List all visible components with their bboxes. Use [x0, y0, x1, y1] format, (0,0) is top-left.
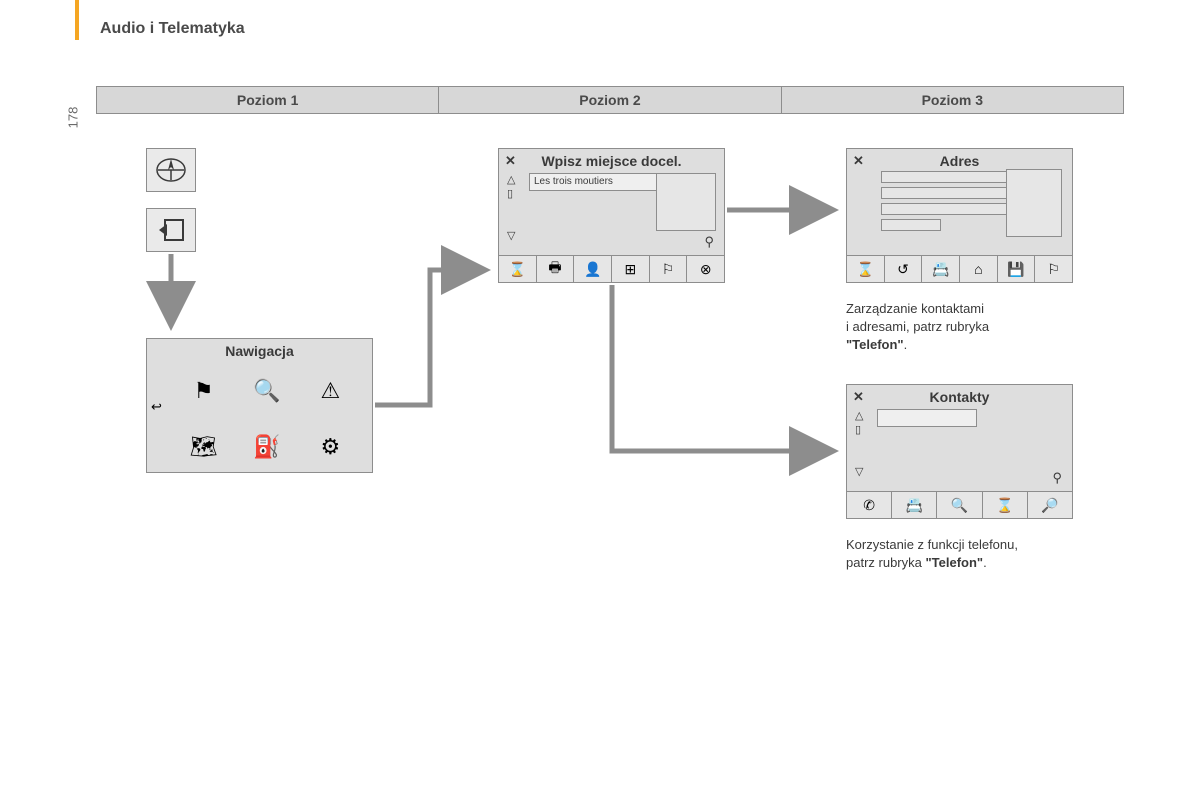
con-cap-l2a: patrz rubryka — [846, 555, 925, 570]
scroll-marks: △▯▽ — [855, 409, 863, 479]
close-icon[interactable]: ✕ — [505, 153, 516, 169]
addr-field-2[interactable] — [881, 187, 1011, 199]
ic-abc[interactable]: 🔎 — [1028, 491, 1073, 519]
addr-field-3[interactable] — [881, 203, 1011, 215]
dest-input[interactable]: Les trois moutiers — [529, 173, 659, 191]
con-cap-l1: Korzystanie z funkcji telefonu, — [846, 537, 1018, 552]
addr-icon-strip: ⌛ ↺ 📇 ⌂ 💾 ⚐ — [846, 255, 1073, 283]
ic-save[interactable]: 💾 — [998, 255, 1036, 283]
contacts-caption: Korzystanie z funkcji telefonu, patrz ru… — [846, 536, 1086, 572]
dest-icon-strip: ⌛ 🖶 👤 ⊞ ⚐ ⊗ — [498, 255, 725, 283]
contacts-input[interactable] — [877, 409, 977, 427]
ic-delete[interactable]: ⊗ — [687, 255, 725, 283]
addr-fields — [881, 171, 1011, 235]
ic-flag[interactable]: ⚐ — [1035, 255, 1073, 283]
ic-flag[interactable]: ⚐ — [650, 255, 688, 283]
addr-cap-l1: Zarządzanie kontaktami — [846, 301, 984, 316]
ic-recent[interactable]: ⌛ — [498, 255, 537, 283]
addr-cap-l2: i adresami, patrz rubryka — [846, 319, 989, 334]
level-2: Poziom 2 — [439, 86, 781, 114]
ic-map[interactable]: ⊞ — [612, 255, 650, 283]
nav-icons: ⚑ 🔍 ⚠ 🗺 ⛽ ⚙ — [177, 367, 357, 471]
map-preview — [656, 173, 716, 231]
contacts-icon-strip: ✆ 📇 🔍 ⌛ 🔎 — [846, 491, 1073, 519]
ic-card[interactable]: 📇 — [922, 255, 960, 283]
addr-field-1[interactable] — [881, 171, 1011, 183]
addr-map-preview — [1006, 169, 1062, 237]
ic-contact[interactable]: 👤 — [574, 255, 612, 283]
person-icon: ⚲ — [704, 234, 714, 250]
close-icon[interactable]: ✕ — [853, 389, 864, 405]
person-icon: ⚲ — [1052, 470, 1062, 486]
page-number: 178 — [65, 107, 80, 129]
compass-button[interactable] — [146, 148, 196, 192]
addr-panel: ✕ Adres ⌛ ↺ 📇 ⌂ 💾 ⚐ — [846, 148, 1073, 283]
ic-phone[interactable]: ✆ — [846, 491, 892, 519]
scroll-marks: △▯▽ — [507, 173, 515, 243]
addr-caption: Zarządzanie kontaktami i adresami, patrz… — [846, 300, 1086, 354]
addr-cap-tail: . — [904, 337, 908, 352]
addr-title: Adres — [847, 149, 1072, 169]
ic-search[interactable]: 🔍 — [937, 491, 982, 519]
level-3: Poziom 3 — [782, 86, 1124, 114]
level-header: Poziom 1 Poziom 2 Poziom 3 — [96, 86, 1124, 114]
level-1: Poziom 1 — [96, 86, 439, 114]
ic-recent[interactable]: ⌛ — [846, 255, 885, 283]
back-icon[interactable]: ↩ — [151, 399, 162, 415]
dest-title: Wpisz miejsce docel. — [499, 149, 724, 169]
map-icon[interactable]: 🗺 — [190, 434, 218, 460]
contacts-panel: ✕ Kontakty △▯▽ ⚲ ✆ 📇 🔍 ⌛ 🔎 — [846, 384, 1073, 519]
settings-icon[interactable]: ⚙ — [320, 434, 340, 460]
ic-home[interactable]: ⌂ — [960, 255, 998, 283]
addr-cap-bold: "Telefon" — [846, 337, 904, 352]
addr-field-4[interactable] — [881, 219, 941, 231]
search-icon[interactable]: 🔍 — [253, 378, 280, 404]
close-icon[interactable]: ✕ — [853, 153, 864, 169]
nav-panel: Nawigacja ↩ ⚑ 🔍 ⚠ 🗺 ⛽ ⚙ — [146, 338, 373, 473]
traffic-icon[interactable]: ⚠ — [320, 378, 340, 404]
page-title: Audio i Telematyka — [100, 20, 245, 38]
nav-title: Nawigacja — [147, 339, 372, 359]
poi-icon[interactable]: ⛽ — [253, 434, 280, 460]
accent-bar — [75, 0, 79, 40]
flag-icon[interactable]: ⚑ — [194, 378, 214, 404]
dest-panel: ✕ Wpisz miejsce docel. △▯▽ Les trois mou… — [498, 148, 725, 283]
con-cap-bold: "Telefon" — [925, 555, 983, 570]
ic-refresh[interactable]: ↺ — [885, 255, 923, 283]
ic-recent[interactable]: ⌛ — [983, 491, 1028, 519]
return-button[interactable] — [146, 208, 196, 252]
con-cap-tail: . — [983, 555, 987, 570]
ic-print[interactable]: 🖶 — [537, 255, 575, 283]
ic-card[interactable]: 📇 — [892, 491, 937, 519]
contacts-title: Kontakty — [847, 385, 1072, 405]
